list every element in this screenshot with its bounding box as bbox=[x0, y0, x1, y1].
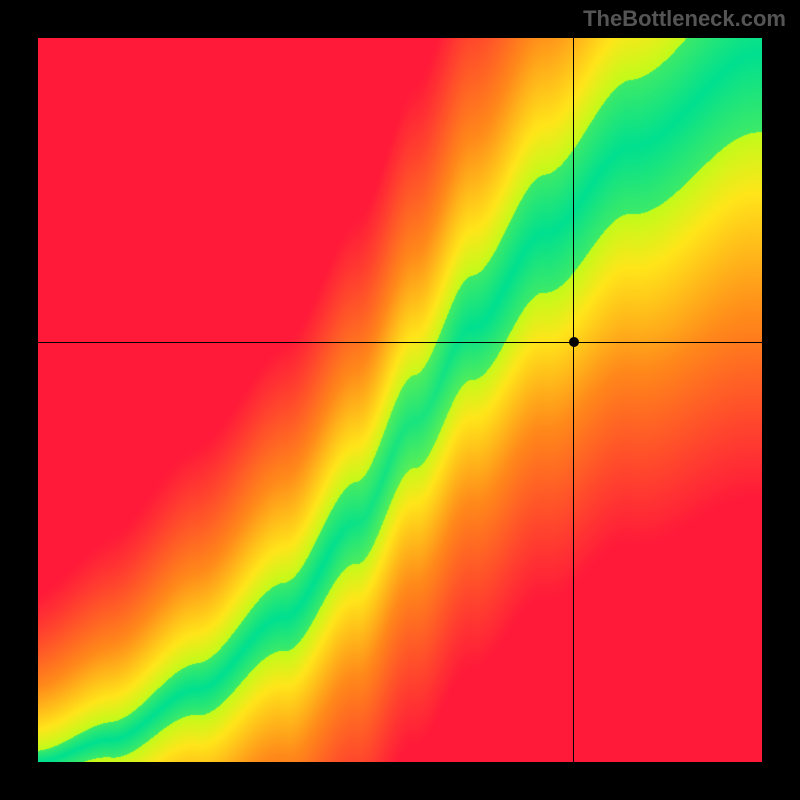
plot-area bbox=[38, 38, 762, 762]
marker-dot bbox=[569, 337, 579, 347]
chart-container: TheBottleneck.com bbox=[0, 0, 800, 800]
crosshair-vertical-line bbox=[573, 38, 574, 762]
watermark-text: TheBottleneck.com bbox=[583, 6, 786, 32]
crosshair-horizontal-line bbox=[38, 342, 762, 343]
heatmap-canvas bbox=[38, 38, 762, 762]
